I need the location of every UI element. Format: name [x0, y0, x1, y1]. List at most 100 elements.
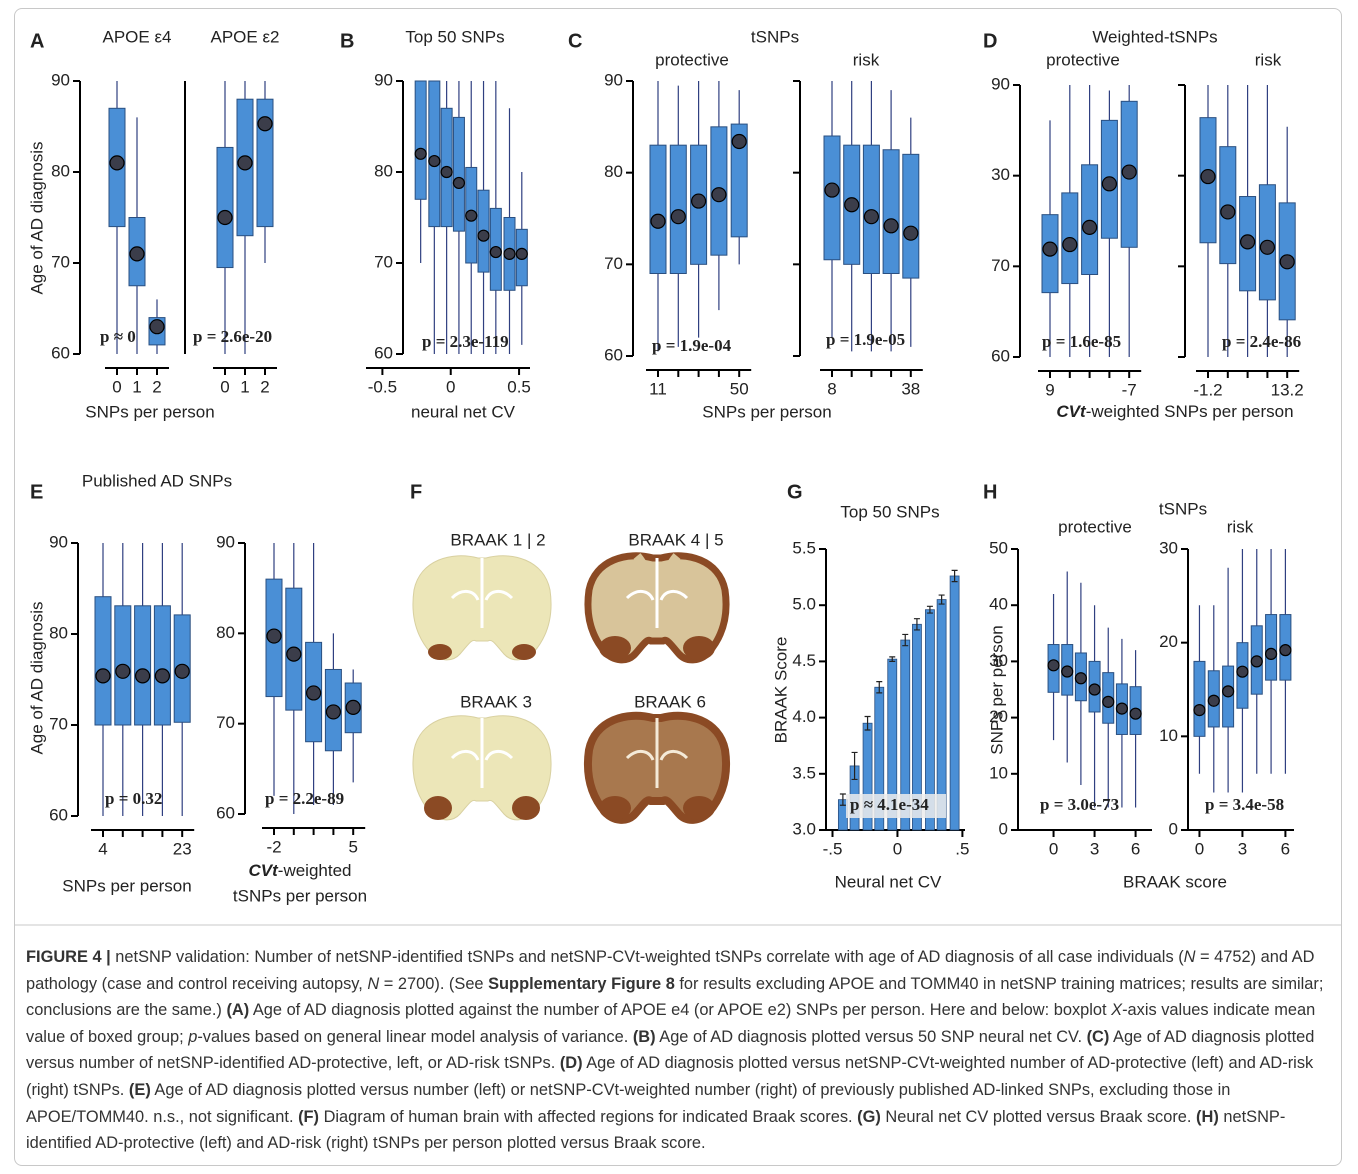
mean-dot: [1237, 666, 1248, 677]
mean-dot: [671, 210, 685, 224]
x-tick-label: 4: [98, 839, 107, 858]
y-tick-label: 0: [999, 819, 1008, 838]
y-tick-label: 5.0: [792, 595, 816, 614]
mean-dot: [478, 230, 489, 241]
x-tick-label: 50: [730, 379, 749, 398]
panel-letter: F: [410, 481, 422, 503]
mean-dot: [516, 248, 527, 259]
caption-run: (H): [1196, 1108, 1219, 1126]
axis-label: SNPs per person: [85, 402, 214, 421]
brain-label: BRAAK 1 | 2: [450, 530, 545, 549]
mean-dot: [1221, 205, 1235, 219]
mean-dot: [1260, 240, 1274, 254]
mean-dot: [155, 669, 169, 683]
y-tick-label: 80: [216, 623, 235, 642]
mean-dot: [1063, 238, 1077, 252]
panel-letter: D: [983, 30, 997, 52]
brain: [588, 556, 726, 660]
box: [650, 145, 666, 273]
mean-dot: [1130, 708, 1141, 719]
panel-letter: C: [568, 30, 582, 52]
caption-run: FIGURE 4 |: [26, 948, 111, 966]
chart-title: APOE ε4: [103, 27, 172, 46]
y-tick-label: 60: [374, 343, 393, 362]
brain: [413, 716, 551, 820]
y-tick-label: 90: [604, 70, 623, 89]
axis-label: SNPs per person: [987, 625, 1006, 754]
p-label: p ≈ 4.1e-34: [850, 795, 929, 814]
y-tick-label: 50: [989, 538, 1008, 557]
y-tick-label: 3.5: [792, 763, 816, 782]
y-tick-label: 30: [989, 651, 1008, 670]
y-tick-label: 30: [991, 165, 1010, 184]
mean-dot: [732, 135, 746, 149]
group-title: Published AD SNPs: [82, 471, 232, 490]
chart-title: risk: [1227, 517, 1254, 536]
page: A B C D E F G H tSNPs Weighted-tSNPs Pub…: [0, 0, 1358, 1174]
mean-dot: [1280, 645, 1291, 656]
y-tick-label: 70: [374, 252, 393, 271]
mean-dot: [346, 700, 360, 714]
mean-dot: [1223, 686, 1234, 697]
chart-title: protective: [1046, 50, 1120, 69]
box: [824, 136, 840, 260]
x-tick-label: 5: [348, 837, 357, 856]
mean-dot: [116, 664, 130, 678]
x-tick-label: -0.5: [368, 377, 397, 396]
panel-letter: A: [30, 30, 44, 52]
p-label: p = 2.3e-119: [422, 332, 509, 351]
caption-run: Age of AD diagnosis plotted against the …: [249, 1001, 1111, 1019]
axis-label: CVt-weighted SNPs per person: [1056, 402, 1293, 421]
x-tick-label: 3: [1238, 839, 1247, 858]
axis-label: SNPs per person: [702, 402, 831, 421]
mean-dot: [1102, 177, 1116, 191]
mean-dot: [1043, 242, 1057, 256]
x-tick-label: 0: [112, 377, 121, 396]
axis-label: Age of AD diagnosis: [27, 601, 46, 754]
caption-run: (F): [298, 1108, 319, 1126]
mean-dot: [1266, 648, 1277, 659]
axis-label-emphasis: CVt: [249, 861, 280, 880]
box: [429, 81, 440, 227]
mean-dot: [466, 210, 477, 221]
caption-run: (G): [857, 1108, 881, 1126]
x-tick-label: 13.2: [1271, 380, 1304, 399]
box: [154, 606, 170, 725]
mean-dot: [238, 156, 252, 170]
mean-dot: [692, 194, 706, 208]
brain-label: BRAAK 3: [460, 692, 532, 711]
y-tick-label: 90: [991, 74, 1010, 93]
x-tick-label: 6: [1131, 839, 1140, 858]
caption-run: (B): [633, 1028, 656, 1046]
p-label: p = 1.6e-85: [1042, 332, 1121, 351]
axis-label-text: -weighted: [278, 861, 352, 880]
y-tick-label: 10: [989, 763, 1008, 782]
mean-dot: [267, 629, 281, 643]
axis-label: Neural net CV: [835, 872, 942, 891]
y-tick-label: 60: [216, 803, 235, 822]
x-tick-label: 0: [446, 377, 455, 396]
mean-dot: [1201, 170, 1215, 184]
x-tick-label: -2: [266, 837, 281, 856]
chart-title: protective: [655, 50, 729, 69]
y-tick-label: 4.5: [792, 651, 816, 670]
x-tick-label: 0: [220, 377, 229, 396]
x-tick-label: 0.5: [507, 377, 531, 396]
mean-dot: [218, 211, 232, 225]
caption-run: (C): [1087, 1028, 1110, 1046]
mean-dot: [825, 183, 839, 197]
chart-title: Top 50 SNPs: [405, 27, 504, 46]
p-label: p ≈ 0: [100, 327, 136, 346]
y-tick-label: 0: [1169, 819, 1178, 838]
group-title: tSNPs: [751, 27, 799, 46]
mean-dot: [1280, 255, 1294, 269]
box: [1194, 661, 1205, 736]
mean-dot: [453, 177, 464, 188]
y-tick-label: 70: [991, 256, 1010, 275]
caption-run: Diagram of human brain with affected reg…: [319, 1108, 857, 1126]
y-tick-label: 90: [49, 532, 68, 551]
p-label: p = 3.4e-58: [1205, 795, 1284, 814]
y-tick-label: 3.0: [792, 819, 816, 838]
x-tick-label: 8: [827, 379, 836, 398]
x-tick-label: .5: [955, 839, 969, 858]
